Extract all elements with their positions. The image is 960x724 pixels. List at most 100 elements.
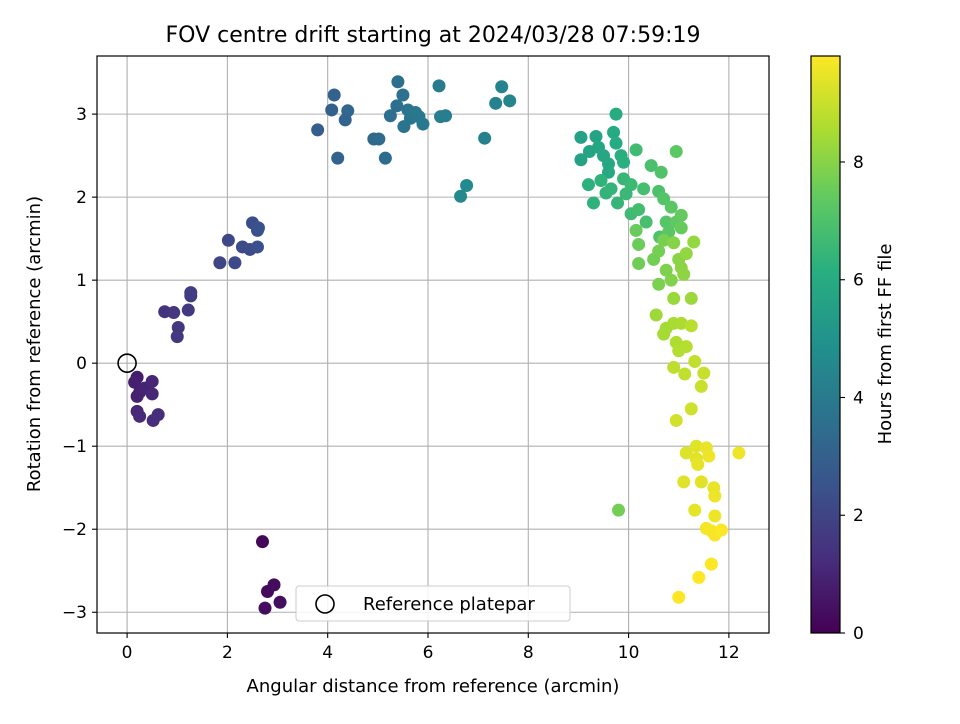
data-point [629, 143, 643, 157]
data-point [604, 182, 618, 196]
data-point [589, 130, 603, 144]
x-tick-label: 2 [222, 643, 233, 663]
data-point [311, 123, 325, 137]
x-tick-label: 12 [718, 643, 740, 663]
data-point [432, 79, 446, 93]
data-point [629, 223, 643, 237]
x-tick-label: 8 [523, 643, 534, 663]
data-point [267, 578, 281, 592]
data-point [327, 88, 341, 102]
y-tick-label: −1 [62, 437, 87, 457]
data-point [667, 291, 681, 305]
data-point [714, 523, 728, 537]
data-point [669, 413, 683, 427]
data-point [460, 179, 474, 193]
data-point [674, 316, 688, 330]
data-point [586, 196, 600, 210]
x-tick-label: 6 [423, 643, 434, 663]
x-axis-ticks: 0 2 4 6 8 10 12 [122, 633, 740, 663]
data-point [594, 174, 608, 188]
data-point [657, 192, 671, 206]
data-point [624, 178, 638, 192]
data-point [664, 273, 678, 287]
data-point [667, 360, 681, 374]
data-point [145, 374, 159, 388]
data-point [602, 165, 616, 179]
data-point [273, 595, 287, 609]
data-point [679, 247, 693, 261]
legend: Reference platepar [295, 585, 571, 622]
data-point [617, 155, 631, 169]
data-point [678, 367, 692, 381]
data-point [692, 570, 706, 584]
data-point [667, 236, 681, 250]
y-axis-label: Rotation from reference (arcmin) [24, 196, 45, 492]
data-point [151, 408, 165, 422]
data-point [687, 235, 701, 249]
data-point [574, 153, 588, 167]
data-point [250, 240, 264, 254]
data-point [167, 306, 181, 320]
data-point [378, 151, 392, 165]
data-point [672, 590, 686, 604]
data-point [609, 107, 623, 121]
data-point [213, 256, 227, 270]
chart-title: FOV centre drift starting at 2024/03/28 … [166, 23, 701, 48]
data-point [664, 200, 678, 214]
data-point [652, 277, 666, 291]
colorbar-tick-label: 2 [853, 506, 864, 526]
data-point [251, 221, 265, 235]
data-point [657, 233, 671, 247]
data-point [674, 221, 688, 235]
data-point [688, 355, 702, 369]
data-point [702, 449, 716, 463]
data-point [341, 104, 355, 118]
data-point [130, 389, 144, 403]
y-tick-label: 2 [76, 188, 87, 208]
legend-entry-reference: Reference platepar [363, 594, 535, 615]
data-point [639, 215, 653, 229]
colorbar-label: Hours from first FF file [875, 244, 896, 445]
data-point [654, 165, 668, 179]
data-point [659, 263, 673, 277]
data-point [145, 387, 159, 401]
data-point [677, 267, 691, 281]
legend-marker [315, 594, 335, 614]
data-point [391, 75, 405, 89]
data-point [221, 233, 235, 247]
data-point [684, 319, 698, 333]
data-point [255, 535, 269, 549]
data-point [396, 88, 410, 102]
data-point [649, 308, 663, 322]
data-point [607, 125, 621, 139]
data-point [372, 132, 386, 146]
data-point [489, 96, 503, 110]
y-tick-label: 3 [76, 105, 87, 125]
data-point [708, 509, 722, 523]
data-point [581, 178, 595, 192]
data-point [632, 203, 646, 217]
data-point [478, 131, 492, 145]
data-point [439, 109, 453, 123]
y-tick-label: −3 [62, 603, 87, 623]
data-point [674, 208, 688, 222]
colorbar-tick-label: 0 [853, 624, 864, 644]
data-point [390, 99, 404, 113]
colorbar-tick-label: 8 [853, 153, 864, 173]
y-tick-label: 0 [76, 354, 87, 374]
data-point [644, 159, 658, 173]
data-point [679, 340, 693, 354]
data-point [133, 409, 147, 423]
data-point [331, 151, 345, 165]
data-point [612, 503, 626, 517]
data-point [503, 94, 517, 108]
data-point [228, 256, 242, 270]
colorbar [810, 55, 841, 634]
data-point [652, 244, 666, 258]
scatter-points [128, 75, 746, 615]
colorbar-ticks: 0 2 4 6 8 [840, 153, 864, 644]
data-point [659, 215, 673, 229]
legend-box [295, 585, 571, 622]
data-point [416, 117, 430, 131]
